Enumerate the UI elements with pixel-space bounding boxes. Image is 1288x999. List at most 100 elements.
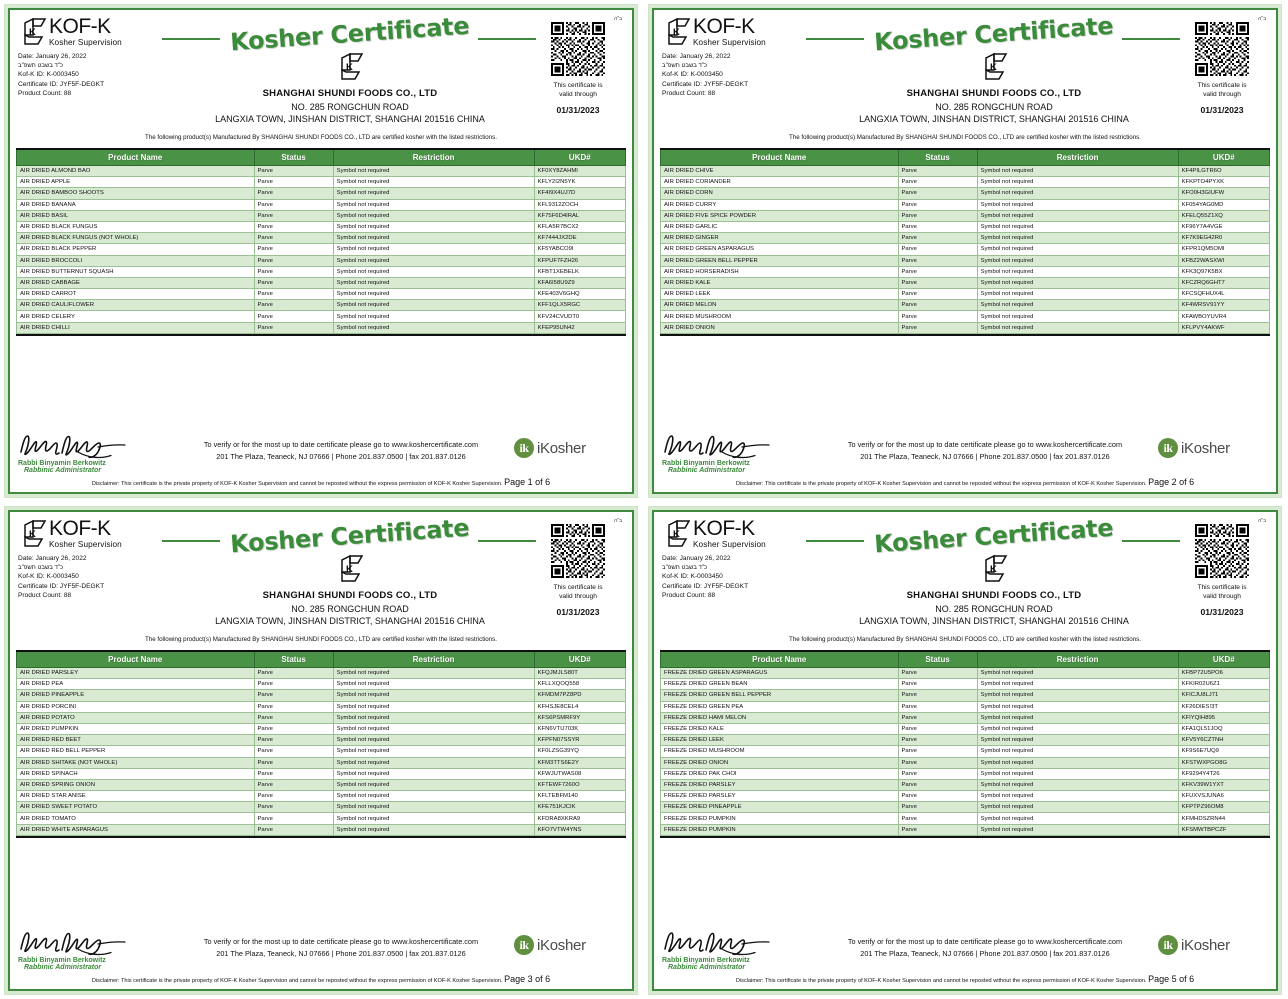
valid-through-date: 01/31/2023 [1200, 606, 1244, 617]
handwritten-signature-icon [664, 435, 770, 459]
restriction-cell: Symbol not required [332, 700, 535, 713]
status-cell: Parve [897, 689, 978, 702]
product-name-cell: AIR DRIED BUTTERNUT SQUASH [16, 265, 255, 278]
table-row: AIR DRIED BLACK FUNGUS Parve Symbol not re… [16, 220, 627, 234]
certificate-meta: Date: January 26, 2022 כ"ד בשבט תשפ"ב Ko… [662, 52, 812, 99]
header-right-block: ב"ה [1176, 16, 1268, 124]
restriction-cell: Symbol not required [976, 187, 1179, 200]
qr-code-icon[interactable] [1195, 22, 1249, 76]
product-table: Product Name Status Restriction UKD# AIR… [16, 650, 627, 836]
table-row: AIR DRIED BAMBOO SHOOTS Parve Symbol not r… [16, 187, 627, 200]
product-name-cell: AIR DRIED CURRY [660, 198, 899, 211]
svg-text:K: K [673, 27, 680, 38]
table-row: AIR DRIED GREEN BELL PEPPER Parve Symbol n… [660, 254, 1271, 267]
restriction-cell: Symbol not required [332, 689, 535, 702]
kofk-subtitle: Kosher Supervision [49, 38, 122, 47]
table-row: AIR DRIED CURRY Parve Symbol not required K… [660, 198, 1271, 211]
ukd-cell: KFQJMJLS80T [533, 666, 627, 680]
signer-name: Rabbi Binyamin Berkowitz [18, 957, 106, 964]
status-cell: Parve [897, 265, 978, 278]
ukd-cell: KF054YAG0MD [1177, 198, 1271, 211]
certification-note: The following product(s) Manufactured By… [144, 636, 497, 643]
ikosher-logo[interactable]: ik iKosher [514, 432, 624, 458]
ikosher-logo[interactable]: ik iKosher [514, 929, 624, 955]
table-row: FREEZE DRIED PAK CHOI Parve Symbol not req… [660, 767, 1271, 780]
table-row: AIR DRIED HORSERADISH Parve Symbol not req… [660, 265, 1271, 278]
ukd-cell: KFAWBOYUVR4 [1177, 310, 1271, 323]
disclaimer-row: Disclaimer: This certificate is the priv… [10, 971, 632, 989]
column-header-status: Status [253, 148, 334, 166]
page-number: Page 1 of 6 [504, 477, 551, 487]
meta-kofk-id: Kof-K ID: K-0003450 [18, 71, 79, 79]
restriction-cell: Symbol not required [976, 176, 1179, 189]
product-table-zone: Product Name Status Restriction UKD# AIR… [10, 650, 632, 836]
qr-code-icon[interactable] [551, 22, 605, 76]
product-name-cell: FREEZE DRIED PARSLEY [660, 778, 899, 792]
table-row: AIR DRIED ALMOND BAO Parve Symbol not requ… [16, 164, 627, 178]
svg-text:K: K [29, 529, 36, 540]
status-cell: Parve [897, 745, 978, 758]
qr-code-icon[interactable] [1195, 524, 1249, 578]
ukd-cell: KFMHDSZRN44 [1177, 812, 1271, 825]
certificate-footer: Rabbi Binyamin Berkowitz Rabbinic Admini… [654, 427, 1276, 474]
certification-note: The following product(s) Manufactured By… [788, 636, 1141, 643]
meta-product-count: Product Count: 88 [18, 90, 72, 98]
signer-name: Rabbi Binyamin Berkowitz [662, 957, 750, 964]
table-header-row: Product Name Status Restriction UKD# [660, 650, 1271, 668]
restriction-cell: Symbol not required [976, 812, 1179, 825]
status-cell: Parve [897, 801, 978, 814]
restriction-cell: Symbol not required [332, 745, 535, 758]
table-row: AIR DRIED PORCINI Parve Symbol not require… [16, 700, 627, 713]
ikosher-logo[interactable]: ik iKosher [1158, 929, 1268, 955]
product-name-cell: FREEZE DRIED ONION [660, 756, 899, 769]
status-cell: Parve [897, 310, 978, 323]
ukd-cell: KF75F6D4IRAL [533, 209, 627, 222]
status-cell: Parve [253, 254, 334, 267]
restriction-cell: Symbol not required [332, 666, 535, 680]
qr-code-icon[interactable] [551, 524, 605, 578]
table-row: AIR DRIED SPINACH Parve Symbol not require… [16, 767, 627, 780]
header-center-block: Kosher Certificate K SHANGHAI SHUNDI FOO… [806, 12, 1180, 124]
ukd-cell: KFMDM7PZ8PD [533, 689, 627, 702]
product-name-cell: FREEZE DRIED PAK CHOI [660, 767, 899, 780]
kofk-k-emblem-icon: K [341, 52, 364, 80]
ikosher-badge-icon: ik [514, 438, 534, 458]
status-cell: Parve [897, 756, 978, 769]
certificate-meta: Date: January 26, 2022 כ"ד בשבט תשפ"ב Ko… [18, 554, 168, 601]
restriction-cell: Symbol not required [332, 823, 535, 836]
status-cell: Parve [897, 722, 978, 736]
restriction-cell: Symbol not required [976, 232, 1179, 245]
status-cell: Parve [897, 767, 978, 780]
product-name-cell: AIR DRIED PEA [16, 678, 255, 691]
ukd-cell: KF0LZSG39YQ [533, 745, 627, 758]
product-table-body: FREEZE DRIED GREEN ASPARAGUS Parve Symbol … [660, 666, 1271, 836]
product-name-cell: AIR DRIED RED BELL PEPPER [16, 745, 255, 758]
ikosher-logo[interactable]: ik iKosher [1158, 432, 1268, 458]
disclaimer-text: Disclaimer: This certificate is the priv… [735, 481, 1147, 487]
certificate-page-2: K KOF-K Kosher Supervision Date: January… [644, 0, 1288, 502]
table-row: FREEZE DRIED HAMI MELON Parve Symbol not r… [660, 711, 1271, 724]
status-cell: Parve [253, 288, 334, 301]
table-bottom-rule [660, 835, 1270, 838]
product-name-cell: FREEZE DRIED GREEN ASPARAGUS [660, 666, 899, 680]
certificate-page-3: K KOF-K Kosher Supervision Date: January… [0, 502, 644, 999]
table-row: AIR DRIED RED BEET Parve Symbol not requir… [16, 734, 627, 747]
valid-through-line1: This certificate is [1197, 82, 1247, 89]
valid-through-date: 01/31/2023 [556, 606, 600, 617]
restriction-cell: Symbol not required [332, 756, 535, 769]
kofk-logo-icon: K [24, 18, 47, 45]
title-rule-left [806, 38, 864, 40]
company-address-line1: NO. 285 RONGCHUN ROAD [935, 604, 1053, 614]
restriction-cell: Symbol not required [332, 164, 535, 178]
valid-through-line2: valid through [559, 592, 597, 600]
ukd-cell: KFIYQIH895 [1177, 711, 1271, 724]
header-right-block: ב"ה [532, 518, 624, 626]
restriction-cell: Symbol not required [332, 265, 535, 278]
status-cell: Parve [897, 220, 978, 234]
status-cell: Parve [253, 243, 334, 256]
ukd-cell: KFDRA8XKRA9 [533, 812, 627, 825]
restriction-cell: Symbol not required [332, 812, 535, 825]
bsd-mark: ב"ה [614, 16, 622, 22]
status-cell: Parve [897, 164, 978, 178]
table-row: AIR DRIED PINEAPPLE Parve Symbol not requi… [16, 689, 627, 702]
